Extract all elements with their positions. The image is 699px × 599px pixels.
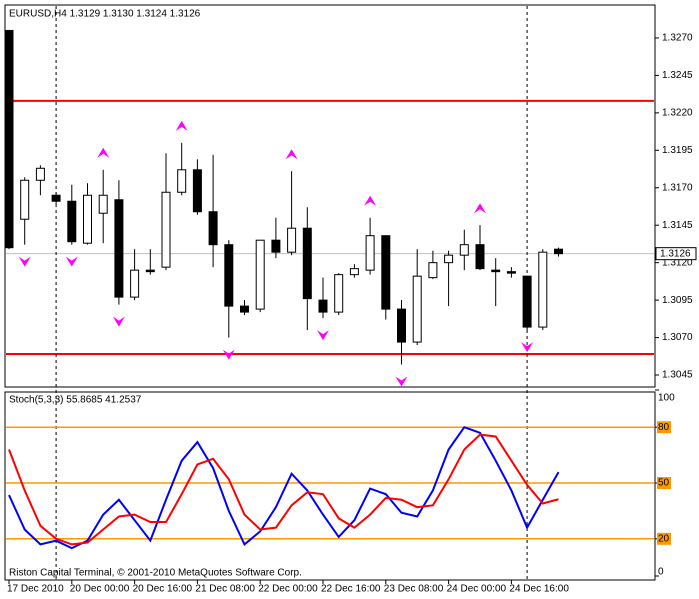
chart-title: EURUSD,H4 1.3129 1.3130 1.3124 1.3126: [9, 9, 201, 20]
stoch-panel: [4, 391, 656, 581]
y-tick-label: 1.3170: [662, 182, 693, 193]
fractal-up: [364, 195, 377, 206]
candle-body: [428, 262, 438, 279]
candle-body: [365, 235, 375, 271]
fractal-down: [222, 349, 235, 360]
candle-body: [240, 305, 249, 313]
fractal-down: [65, 256, 78, 267]
candle-body: [35, 167, 45, 181]
candle-body: [506, 271, 516, 274]
candle-body: [459, 244, 469, 256]
candle-body: [83, 194, 92, 244]
candle-body: [381, 235, 391, 310]
candle-body: [334, 274, 344, 313]
level-label-box: [657, 421, 671, 434]
y-tick-label: 80: [658, 422, 670, 433]
stoch-line: [8, 433, 559, 546]
fractal-down: [521, 342, 534, 353]
candle-body: [20, 179, 30, 220]
candle-body: [554, 248, 563, 255]
x-tick-label: 17 Dec 2010: [7, 584, 64, 595]
y-tick-label: 1.3245: [662, 70, 693, 81]
y-tick-label: 1.3120: [662, 257, 693, 268]
y-tick-label: 1.3270: [662, 33, 693, 44]
level-label-box: [657, 477, 671, 489]
x-tick-label: 24 Dec 16:00: [509, 584, 569, 595]
stoch-line: [8, 426, 560, 550]
x-tick-label: 21 Dec 08:00: [195, 584, 255, 595]
x-tick-label: 20 Dec 16:00: [133, 584, 193, 595]
candle-body: [177, 169, 187, 193]
candle-body: [302, 227, 312, 300]
candle-body: [475, 244, 485, 270]
x-tick-label: 23 Dec 08:00: [384, 584, 444, 595]
y-tick-label: 0: [658, 567, 664, 578]
fractal-up: [285, 149, 298, 160]
candle-body: [287, 227, 297, 253]
stoch-title: Stoch(5,3,3) 55.8685 41.2537: [9, 395, 142, 406]
candle-body: [114, 199, 124, 298]
candle-body: [271, 239, 281, 253]
candle-body: [349, 268, 359, 276]
y-tick-label: 50: [658, 478, 670, 489]
candle-body: [224, 244, 234, 307]
y-tick-label: 1.3070: [662, 332, 693, 343]
fractal-up: [97, 147, 110, 158]
candle-body: [51, 194, 61, 202]
candle-body: [255, 239, 265, 310]
x-tick-label: 20 Dec 00:00: [70, 584, 130, 595]
y-tick-label: 1.3095: [662, 295, 693, 306]
price-label-box: [655, 247, 697, 261]
fractal-down: [18, 256, 31, 267]
x-tick-label: 22 Dec 00:00: [258, 584, 318, 595]
candle-body: [145, 269, 155, 273]
y-tick-label: 1.3220: [662, 107, 693, 118]
price-label: 1.3126: [660, 248, 691, 259]
candle-body: [130, 269, 140, 298]
y-tick-label: 1.3145: [662, 220, 693, 231]
candle-body: [397, 308, 406, 343]
fractal-down: [395, 376, 408, 387]
candle-body: [538, 251, 548, 328]
candle-body: [208, 211, 218, 246]
fractal-down: [112, 316, 125, 327]
candle-body: [67, 200, 77, 243]
candle-body: [444, 254, 454, 264]
fractal-up: [175, 120, 188, 131]
candle-body: [491, 269, 501, 273]
level-label-box: [657, 532, 671, 545]
candle-body: [318, 299, 328, 313]
fractal-up: [474, 203, 486, 214]
candle-body: [161, 191, 171, 268]
y-tick-label: 20: [658, 533, 670, 544]
y-tick-label: 100: [658, 393, 675, 404]
candle-body: [192, 169, 202, 213]
x-tick-label: 22 Dec 16:00: [321, 584, 381, 595]
y-tick-label: 1.3045: [662, 370, 693, 381]
footer: Riston Capital Terminal, © 2001-2010 Met…: [9, 568, 302, 579]
x-tick-label: 24 Dec 00:00: [447, 584, 507, 595]
candle-body: [98, 194, 108, 214]
candle-body: [522, 275, 532, 328]
y-tick-label: 1.3195: [662, 145, 693, 156]
candle-body: [412, 275, 422, 343]
fractal-down: [317, 330, 329, 341]
candle-body: [4, 29, 14, 249]
